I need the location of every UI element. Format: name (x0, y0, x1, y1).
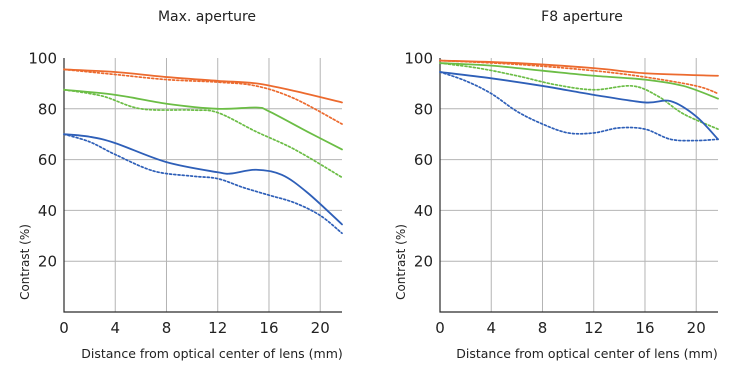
mtf-curve-dotted (439, 59, 719, 95)
mtf-curve-solid (439, 71, 719, 141)
x-tick-label: 8 (162, 319, 172, 337)
x-axis-label: Distance from optical center of lens (mm… (81, 346, 343, 361)
x-tick-label: 12 (584, 319, 603, 337)
x-tick-label: 20 (687, 319, 706, 337)
y-tick-label: 80 (38, 100, 57, 118)
chart-f8-aperture: F8 aperture Distance from optical center… (394, 9, 719, 361)
chart-title: F8 aperture (541, 9, 623, 25)
mtf-curve-solid (63, 133, 343, 226)
y-tick-label: 40 (38, 202, 57, 220)
y-tick-label: 20 (414, 253, 433, 271)
y-tick-label: 40 (414, 202, 433, 220)
chart-title: Max. aperture (158, 9, 256, 25)
x-tick-label: 4 (110, 319, 120, 337)
y-axis-label: Contrast (%) (18, 224, 32, 300)
chart-max-aperture: Max. aperture Distance from optical cent… (18, 9, 343, 361)
y-axis-label: Contrast (%) (394, 224, 408, 300)
axis-frame (63, 58, 342, 313)
mtf-curve-solid (63, 88, 343, 151)
x-tick-label: 16 (635, 319, 654, 337)
y-tick-label: 100 (404, 50, 433, 68)
mtf-curve-solid (63, 68, 343, 104)
mtf-curve-solid (439, 62, 719, 100)
y-tick-label: 80 (414, 100, 433, 118)
mtf-curve-dotted (63, 88, 343, 179)
axis-frame (439, 58, 718, 313)
y-tick-label: 100 (28, 50, 57, 68)
x-axis-label: Distance from optical center of lens (mm… (456, 346, 718, 361)
x-tick-label: 20 (311, 319, 330, 337)
mtf-curve-dotted (63, 133, 343, 235)
mtf-curve-dotted (439, 62, 719, 130)
x-tick-label: 16 (259, 319, 278, 337)
x-tick-label: 0 (435, 319, 445, 337)
mtf-curve-solid (439, 59, 719, 77)
mtf-curve-dotted (63, 68, 343, 125)
mtf-curve-dotted (439, 71, 719, 142)
x-tick-label: 8 (538, 319, 548, 337)
y-tick-label: 60 (38, 151, 57, 169)
x-tick-label: 12 (208, 319, 227, 337)
x-tick-label: 0 (59, 319, 69, 337)
y-tick-label: 20 (38, 253, 57, 271)
y-tick-label: 60 (414, 151, 433, 169)
x-tick-label: 4 (486, 319, 496, 337)
